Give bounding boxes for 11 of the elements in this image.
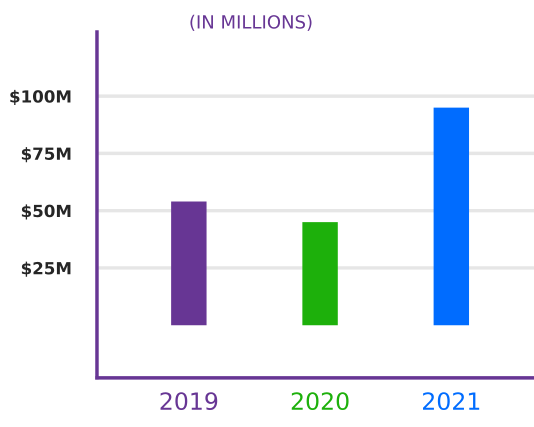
bar bbox=[302, 222, 338, 326]
y-tick-label: $25M bbox=[22, 262, 70, 277]
y-tick-label: $75M bbox=[22, 147, 70, 162]
bar bbox=[434, 108, 470, 326]
y-tick-label: $100M bbox=[10, 90, 70, 105]
chart-title: (IN MILLIONS) bbox=[190, 14, 312, 31]
x-tick-label: 2021 bbox=[423, 392, 480, 410]
x-tick-label: 2019 bbox=[160, 392, 218, 410]
y-tick-label: $50M bbox=[22, 204, 70, 220]
x-tick-label: 2020 bbox=[292, 392, 349, 410]
bar bbox=[171, 202, 207, 326]
